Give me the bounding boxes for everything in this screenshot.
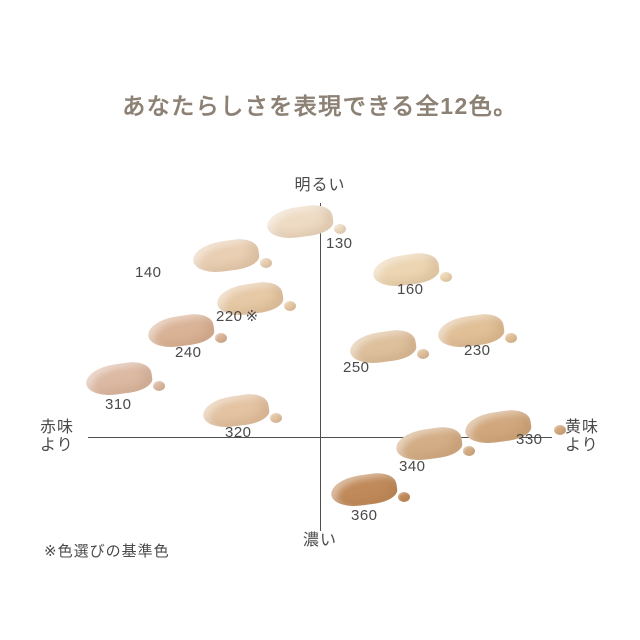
swatch-dab bbox=[505, 333, 517, 343]
swatch-dab bbox=[398, 492, 410, 502]
axis-label-dark: 濃い bbox=[302, 532, 338, 549]
axis-label-bright: 明るい bbox=[294, 177, 346, 194]
shade-label: 240 bbox=[175, 344, 202, 361]
swatch-dab bbox=[215, 333, 227, 343]
swatch-blob bbox=[329, 470, 399, 510]
base-shade-marker: ※ bbox=[245, 308, 259, 325]
swatch-dab bbox=[334, 224, 346, 234]
axis-label-reddish: 赤味 より bbox=[40, 419, 75, 454]
shade-label: 250 bbox=[343, 359, 370, 376]
swatch-blob bbox=[191, 236, 261, 276]
shade-label: 330 bbox=[516, 431, 543, 448]
swatch-dab bbox=[284, 301, 296, 311]
shade-label: 230 bbox=[464, 342, 491, 359]
shade-label: 130 bbox=[326, 235, 353, 252]
shade-label: 140 bbox=[135, 264, 162, 281]
swatch-dab bbox=[554, 425, 566, 435]
vertical-axis-line bbox=[320, 203, 321, 531]
shade-label: 340 bbox=[399, 458, 426, 475]
swatch-dab bbox=[260, 258, 272, 268]
shade-label: 220 ※ bbox=[216, 308, 259, 325]
shade-label: 360 bbox=[351, 507, 378, 524]
axis-label-yellowish: 黄味 より bbox=[565, 419, 600, 454]
shade-label: 320 bbox=[225, 424, 252, 441]
shade-label: 310 bbox=[105, 396, 132, 413]
swatch-blob bbox=[265, 202, 335, 242]
swatch-dab bbox=[463, 446, 475, 456]
shade-label: 160 bbox=[397, 281, 424, 298]
swatch-dab bbox=[440, 272, 452, 282]
swatch-dab bbox=[153, 381, 165, 391]
base-shade-footnote: ※色選びの基準色 bbox=[44, 543, 170, 560]
horizontal-axis-line bbox=[88, 437, 552, 438]
page-title: あなたらしさを表現できる全12色。 bbox=[122, 93, 518, 120]
swatch-dab bbox=[270, 413, 282, 423]
swatch-blob bbox=[84, 359, 154, 399]
swatch-dab bbox=[417, 349, 429, 359]
